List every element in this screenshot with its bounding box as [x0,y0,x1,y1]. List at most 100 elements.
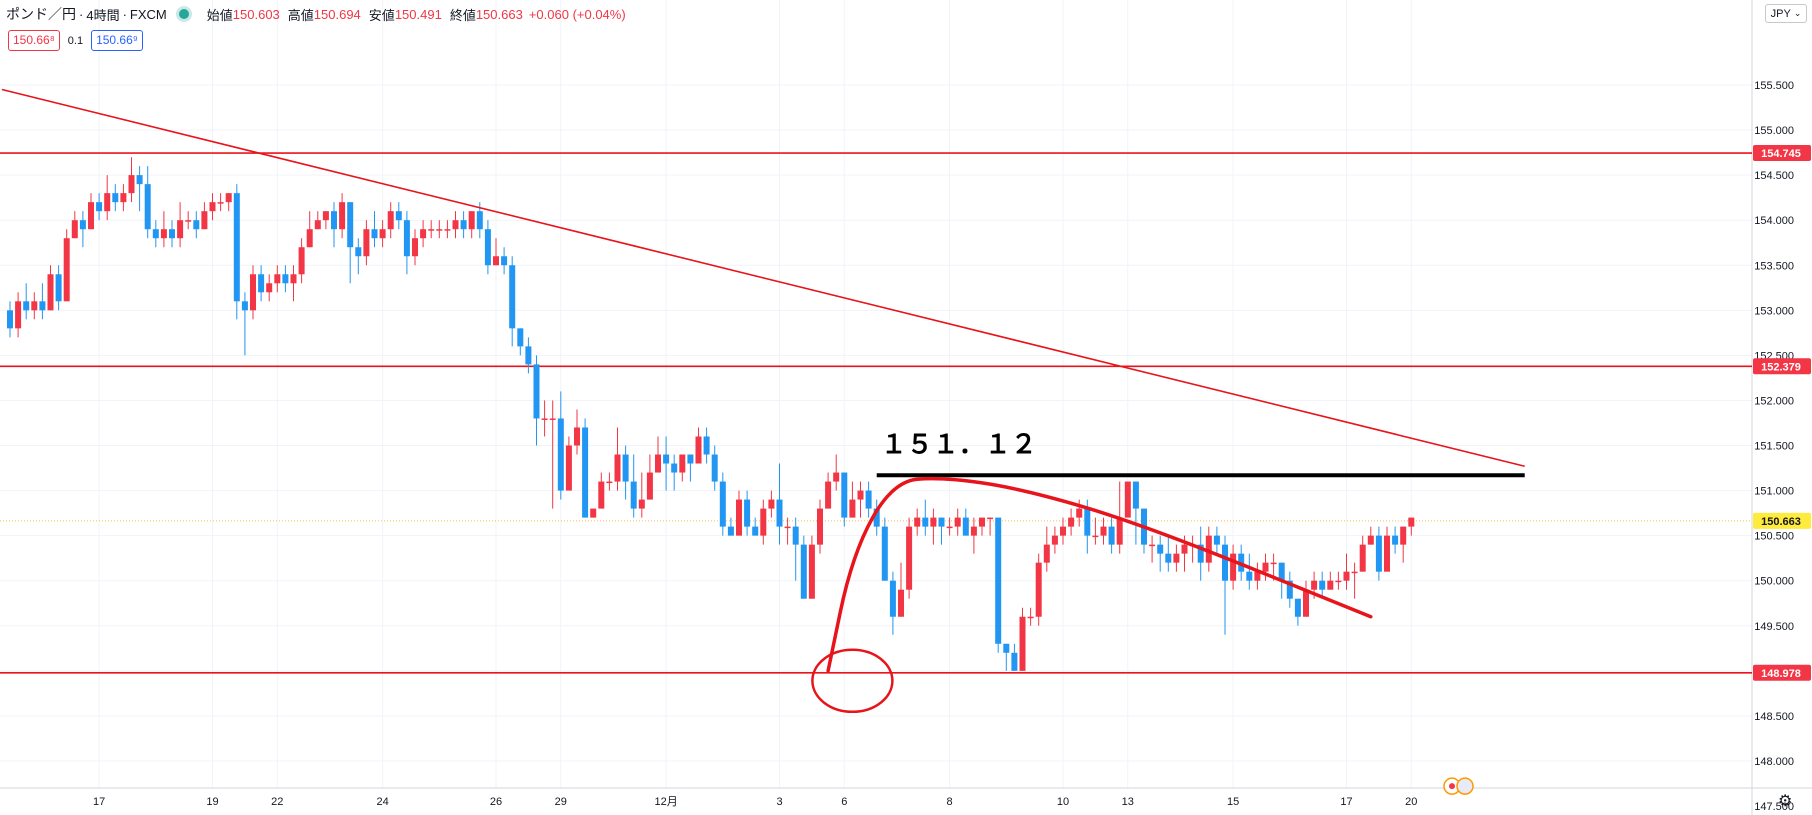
buy-price-button[interactable]: 150.66⁹ [91,30,143,51]
candle-body [144,184,151,230]
candle-body [1222,544,1228,581]
candle-body [387,211,394,230]
candle-body [363,229,370,257]
candle-body [1157,544,1164,554]
candle-body [484,229,491,266]
candle-body [428,229,435,231]
candle-body [436,229,443,231]
settings-gear-icon[interactable]: ⚙ [1778,793,1793,810]
candle-body [1246,571,1253,581]
candle-body [914,517,921,527]
candle-body [1359,544,1366,572]
y-tick-label: 153.500 [1754,260,1794,272]
candle-body [946,526,953,529]
candle-body [1286,580,1293,599]
candle-body [1351,571,1358,574]
descending-trendline [1,88,1525,468]
level-price-label: 154.745 [1761,148,1801,160]
currency-selector[interactable]: JPY ⌄ [1765,4,1807,23]
candle-body [96,202,103,212]
candle-body [1375,535,1382,572]
candle-body [1011,652,1018,671]
x-tick-label: 10 [1057,796,1069,808]
candle-body [509,265,516,329]
candle-body [922,517,929,527]
candle-body [1173,553,1180,563]
candle-body [695,436,702,464]
timeframe[interactable]: 4時間 [86,7,120,23]
candle-body [638,499,645,509]
drawings: １５１．１２ [1,88,1525,795]
candle-body [306,229,313,248]
candle-body [1205,535,1212,563]
horizontal-levels [0,152,1752,674]
symbol-name[interactable]: ポンド／円 [6,6,76,22]
candle-body [1124,481,1131,518]
x-tick-label: 29 [555,796,567,808]
candle-body [412,238,418,257]
candle-body [347,202,354,248]
candle-body [104,193,111,212]
candle-body [1076,508,1083,518]
header-separator: · [79,6,84,22]
y-tick-label: 154.500 [1754,170,1794,182]
candle-body [1254,571,1261,581]
candle-body [1165,553,1172,563]
x-tick-label: 26 [490,796,502,808]
sell-price-button[interactable]: 150.66⁸ [8,30,60,51]
candle-body [1408,517,1415,527]
x-tick-label: 6 [841,796,847,808]
candle-body [395,211,402,221]
x-tick-label: 8 [947,796,953,808]
candle-body [1270,562,1277,565]
broker-name: FXCM [129,6,167,22]
candle-body [355,247,362,257]
level-price-label: 152.379 [1761,361,1801,373]
candle-body [241,301,248,311]
chart-grid [0,0,1752,788]
candle-body [930,517,937,527]
x-tick-label: 12月 [654,796,677,808]
candle-body [646,472,653,500]
current-price-tag [1753,512,1811,529]
candle-body [841,472,848,518]
y-tick-label: 150.500 [1754,531,1794,543]
candle-body [622,454,629,482]
candle-body [1092,535,1099,538]
candle-body [185,220,192,222]
level-price-tag [1753,358,1811,375]
candle-body [938,517,945,527]
candle-body [468,211,475,230]
candle-body [403,220,410,257]
candle-body [63,238,70,302]
candle-body [630,481,637,509]
y-tick-label: 155.500 [1754,80,1794,92]
candle-body [760,508,767,536]
candle-body [201,211,208,230]
current-price-label: 150.663 [1761,516,1801,528]
candle-body [1051,535,1058,545]
y-tick-label: 147.500 [1754,801,1794,813]
candle-body [711,454,718,482]
candle-body [88,202,94,230]
close-label: 終値 [449,7,476,23]
low-value: 150.491 [394,6,442,22]
candle-body [379,229,386,239]
candle-body [1384,535,1390,572]
candle-body [15,301,22,329]
candle-body [193,220,200,230]
candle-body [1278,562,1285,581]
chart-header: ポンド／円 · 4時間 · FXCM 始値 150.603 高値 150.694 安… [6,4,626,24]
hand-drawn-projection-curve [826,476,1373,673]
y-tick-label: 149.500 [1754,621,1794,633]
candle-body [557,418,564,491]
candle-body [1149,544,1156,547]
chevron-down-icon: ⌄ [1793,8,1802,18]
candle-body [1294,598,1301,617]
x-tick-label: 15 [1227,796,1239,808]
candle-body [31,301,38,311]
candle-body [549,418,556,420]
candle-body [55,274,62,302]
candle-body [590,508,597,518]
